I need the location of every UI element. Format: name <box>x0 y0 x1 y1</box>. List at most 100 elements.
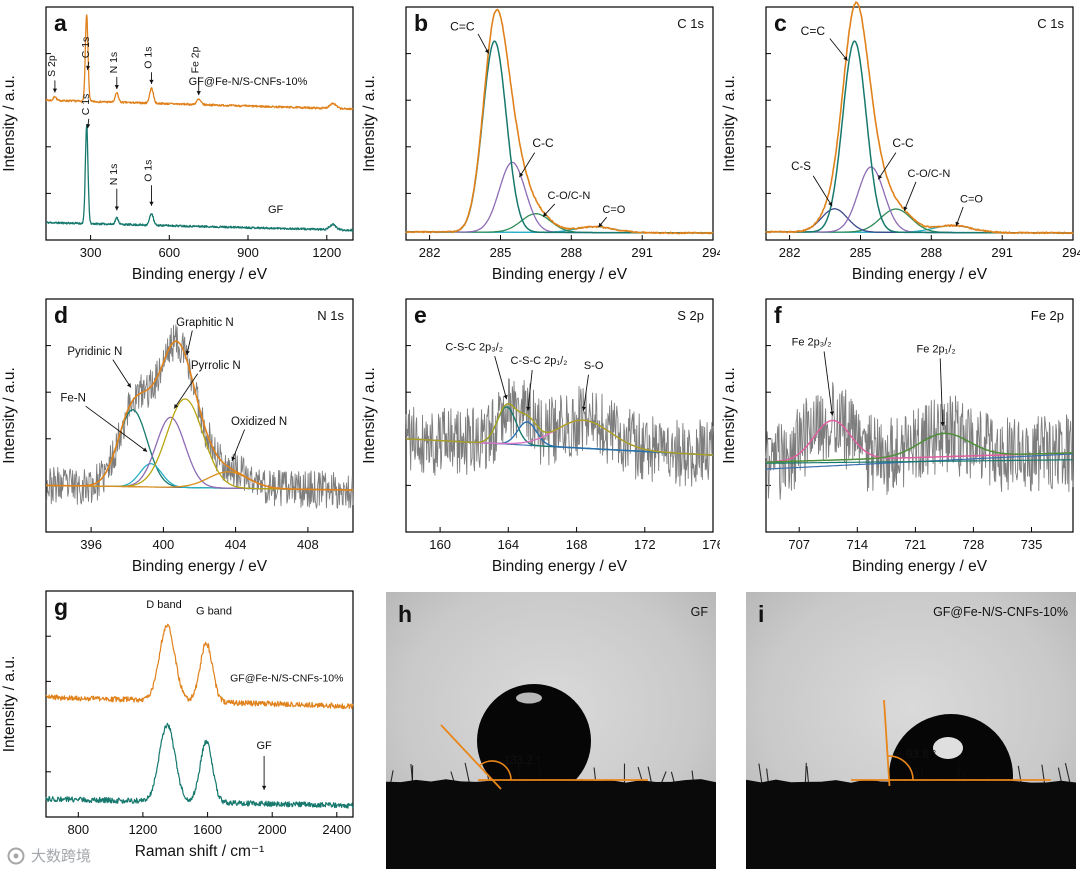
y-axis-label: Intensity / a.u. <box>361 367 378 464</box>
watermark: 大数跨境 <box>6 845 91 866</box>
substrate-fiber <box>450 771 456 785</box>
tangent-marker <box>883 699 891 787</box>
substrate-fiber <box>804 762 807 785</box>
annotation-arrow-head <box>231 456 236 461</box>
cell-c: 282 285 288 291 294 Binding energy / eV Intens… <box>720 0 1080 292</box>
annotation-label: Graphitic N <box>176 317 234 329</box>
annotation-label: GF@Fe-N/S-CNFs-10% <box>189 76 308 88</box>
x-tick-label: 728 <box>963 537 985 552</box>
plot-frame <box>405 6 714 241</box>
annotation-label: O 1s <box>143 160 155 182</box>
annotation-label: Oxidized N <box>231 416 287 428</box>
annotation-arrow-head <box>526 406 531 411</box>
panel-g-raman-chart: 800 1200 1600 2000 2400 Raman shift / cm⁻¹ Int… <box>1 590 354 860</box>
annotation-arrow-head <box>126 383 131 388</box>
x-tick-label: 1200 <box>312 245 341 260</box>
annotation-arrow-head <box>114 85 119 89</box>
x-tick-label: 164 <box>497 537 519 552</box>
panel-letter: a <box>54 10 67 36</box>
droplet-highlight <box>516 692 542 704</box>
annotation-arrow-head <box>174 404 179 409</box>
annotation-label: GF@Fe-N/S-CNFs-10% <box>230 672 343 684</box>
cell-h: 133.2 ° h GF <box>360 584 720 869</box>
annotation-arrow-head <box>503 394 508 400</box>
x-axis-label: Binding energy / eV <box>852 266 988 283</box>
x-tick-label: 800 <box>67 822 89 837</box>
x-tick-label: 900 <box>237 245 259 260</box>
substrate-fiber <box>670 771 676 785</box>
substrate-fiber <box>389 770 394 785</box>
carbon-felt-substrate <box>746 779 1076 869</box>
angle-arc <box>887 755 914 781</box>
annotation-arrow-line <box>173 373 199 409</box>
x-tick-label: 404 <box>225 537 247 552</box>
series-raw <box>405 378 714 487</box>
annotation-label: C=O <box>602 204 625 216</box>
x-tick-label: 714 <box>846 537 868 552</box>
tangent-marker <box>440 724 502 790</box>
series-GF <box>45 722 354 809</box>
x-tick-label: 168 <box>566 537 588 552</box>
water-droplet <box>477 684 591 798</box>
watermark-text: 大数跨境 <box>31 848 92 865</box>
x-tick-label: 176 <box>702 537 720 552</box>
panel-letter: d <box>54 302 68 328</box>
annotation-label: C-C <box>892 136 914 150</box>
substrate-fiber <box>1009 767 1012 785</box>
annotation-arrow-head <box>829 411 834 416</box>
x-tick-label: 282 <box>779 245 801 260</box>
annotation-arrow-head <box>543 212 548 217</box>
annotation-arrow-head <box>598 222 603 228</box>
substrate-fiber <box>691 770 695 785</box>
annotation-arrow-head <box>86 124 91 129</box>
annotation-arrow-line <box>903 181 917 212</box>
annotation-arrow-line <box>812 175 833 207</box>
x-tick-label: 291 <box>991 245 1013 260</box>
annotation-arrow-head <box>149 79 154 84</box>
x-tick-label: 160 <box>429 537 451 552</box>
x-tick-label: 285 <box>850 245 872 260</box>
sample-label: GF <box>691 605 709 619</box>
substrate-fiber <box>806 766 810 785</box>
series-background-2 <box>766 459 1073 464</box>
annotation-arrow-head <box>196 91 201 96</box>
annotation-label: C-S-C 2p₁/₂ <box>511 355 568 367</box>
series-envelope <box>45 340 354 491</box>
annotation-arrow-line <box>231 429 246 462</box>
annotation-label: C=C <box>801 24 826 38</box>
annotation-arrow-head <box>484 49 489 54</box>
x-tick-label: 600 <box>158 245 180 260</box>
cell-a: 300 600 900 1200 Binding energy / eV Intensit… <box>0 0 360 292</box>
plot-frame <box>765 6 1074 241</box>
substrate-fiber <box>637 766 644 785</box>
x-tick-label: 707 <box>788 537 810 552</box>
annotation-arrow-head <box>581 406 587 411</box>
carbon-felt-substrate <box>386 779 716 869</box>
substrate-fiber <box>512 772 518 785</box>
panel-d-n1s-chart: 396 400 404 408 Binding energy / eV Intensity… <box>1 298 354 575</box>
x-axis-label: Binding energy / eV <box>492 266 628 283</box>
x-tick-label: 1600 <box>193 822 222 837</box>
substrate-fiber <box>660 771 667 785</box>
y-axis-label: Intensity / a.u. <box>1 367 18 464</box>
annotation-arrow-head <box>903 206 908 211</box>
series-GF@Fe-N/S-CNFs-10% <box>45 14 354 111</box>
annotation-label: C-O/C-N <box>548 190 591 202</box>
annotation-label: N 1s <box>108 52 120 74</box>
annotation-arrow-head <box>519 172 524 178</box>
x-tick-label: 291 <box>631 245 653 260</box>
annotation-label: C=O <box>960 194 983 206</box>
x-axis-label: Raman shift / cm⁻¹ <box>135 843 265 860</box>
annotation-label: Fe 2p <box>190 46 202 73</box>
series-envelope <box>405 8 714 235</box>
x-tick-label: 2000 <box>258 822 287 837</box>
x-tick-label: 288 <box>560 245 582 260</box>
annotation-label: C 1s <box>80 37 92 59</box>
annotation-arrow-head <box>52 88 58 93</box>
y-axis-label: Intensity / a.u. <box>721 75 738 172</box>
cell-g: 800 1200 1600 2000 2400 Raman shift / cm⁻¹ Int… <box>0 584 360 869</box>
annotation-arrow-line <box>85 405 148 452</box>
x-tick-label: 282 <box>419 245 441 260</box>
annotation-arrow-head <box>149 201 154 206</box>
